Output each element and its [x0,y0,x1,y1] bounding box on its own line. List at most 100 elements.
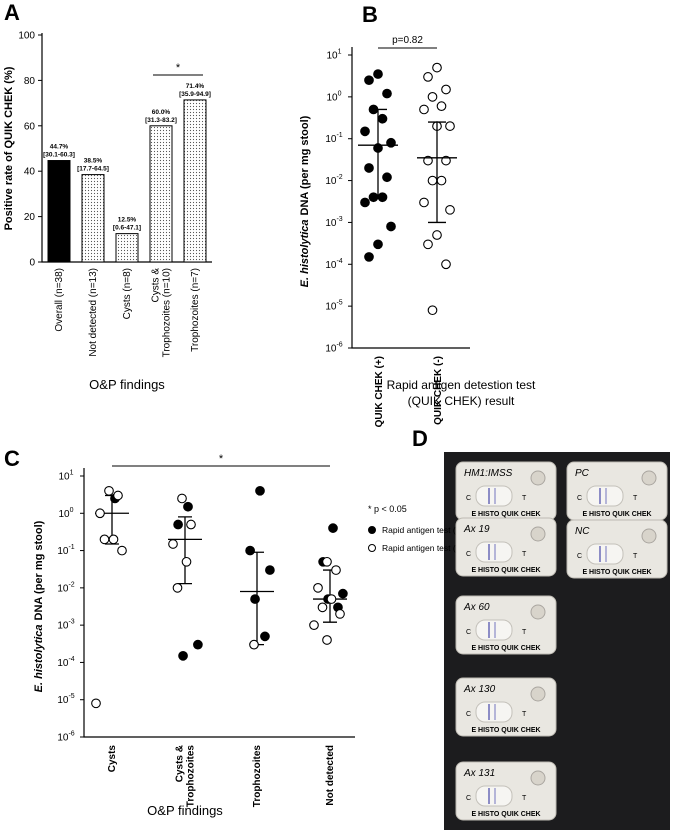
x-tick-label: Cysts [107,745,118,773]
result-window [475,701,513,723]
range-bar [178,516,192,585]
data-point [382,88,392,99]
data-point [432,62,442,73]
bar [81,174,105,263]
data-point [108,534,119,545]
cassette: C T E HISTO QUIK CHEK NC [566,519,668,579]
control-label: C [577,553,582,560]
cassette: C T E HISTO QUIK CHEK Ax 60 [455,595,557,655]
x-tick-label: Trophozoites (n=7) [190,268,201,352]
data-point [177,493,187,504]
significance-label: p=0.82 [392,35,423,46]
data-point [432,230,442,240]
y-tick-label: 10-6 [57,731,74,744]
y-tick-label: 10-4 [57,656,74,669]
brand-label: E HISTO QUIK CHEK [471,811,540,818]
brand-label: E HISTO QUIK CHEK [582,511,651,518]
significance-label: * [219,453,224,465]
test-label: T [522,551,527,558]
y-tick-label: 10-1 [57,544,74,557]
data-point [249,639,259,650]
panel-label: D [412,426,428,451]
y-tick-label: 80 [24,76,36,87]
y-axis-title-part: DNA (per mg stool) [299,115,311,215]
brand-label: E HISTO QUIK CHEK [471,645,540,652]
data-point [419,197,429,208]
data-point [338,588,348,599]
control-label: C [466,629,471,636]
data-point [317,602,328,613]
x-tick-label: Cysts (n=8) [122,268,133,319]
control-label: C [577,495,582,502]
control-label: C [466,495,471,502]
legend-marker [368,544,376,552]
data-point [427,305,438,316]
sample-well [530,526,546,542]
data-point [91,698,101,709]
data-point [322,635,332,645]
panel-label: C [4,446,20,471]
data-point [113,490,123,501]
sample-label: Ax 60 [463,602,490,613]
data-point [335,609,345,619]
ci-label: [0.6-47.1] [113,225,141,232]
data-point [441,84,451,95]
data-point [382,172,392,183]
ci-label: [30.1-60.3] [43,152,75,159]
y-tick-label: 60 [24,121,36,132]
y-axis-title: Positive rate of QUIK CHEK (%) [3,66,15,230]
data-point [360,126,370,137]
y-tick-label: 10-5 [325,300,342,313]
x-tick-label: QUIK CHEK (-) [433,356,444,425]
cassette: C T E HISTO QUIK CHEK Ax 19 [455,517,557,577]
control-label: C [466,711,471,718]
data-point [168,539,178,549]
data-point [328,523,338,533]
x-tick-label: Trophozoites [252,745,263,808]
x-axis-title: O&P findings [89,377,165,392]
data-point [364,75,374,86]
data-point [183,501,193,512]
result-window [475,785,513,807]
brand-label: E HISTO QUIK CHEK [471,511,540,518]
y-tick-label: 100 [18,31,35,42]
data-point [436,101,447,111]
data-point [441,155,451,166]
data-point [441,259,451,270]
data-point [193,639,203,650]
legend-marker [368,526,376,534]
data-point [172,583,183,593]
y-tick-label: 101 [326,49,341,62]
control-label: C [466,551,471,558]
test-label: T [522,495,527,502]
data-point [117,545,127,556]
data-point [331,565,341,575]
data-point [364,163,374,173]
data-point [419,104,429,115]
data-point [99,534,110,545]
panel-label: A [4,0,20,25]
value-label: 38.5% [84,158,103,165]
y-tick-label: 10-2 [57,581,74,594]
data-point [309,620,319,630]
data-point [436,175,447,186]
y-tick-label: 100 [58,507,73,520]
brand-label: E HISTO QUIK CHEK [582,569,651,576]
iqr-bar [428,121,446,224]
sample-well [530,604,546,620]
y-tick-label: 10-5 [57,693,74,706]
legend-label: Rapid antigen test (-) [382,543,462,553]
data-point [104,485,114,496]
data-point [245,545,255,556]
test-label: T [633,495,638,502]
sample-label: PC [575,468,590,479]
data-point [181,556,192,567]
data-point [360,197,370,208]
y-tick-label: 10-1 [325,132,342,145]
data-point [427,92,438,102]
x-tick-label: Cysts &Trophozoites [175,745,197,808]
y-tick-label: 10-3 [325,216,342,229]
data-point [423,72,433,82]
y-axis-title-part: DNA (per mg stool) [33,520,45,620]
panel-label: B [362,2,378,27]
